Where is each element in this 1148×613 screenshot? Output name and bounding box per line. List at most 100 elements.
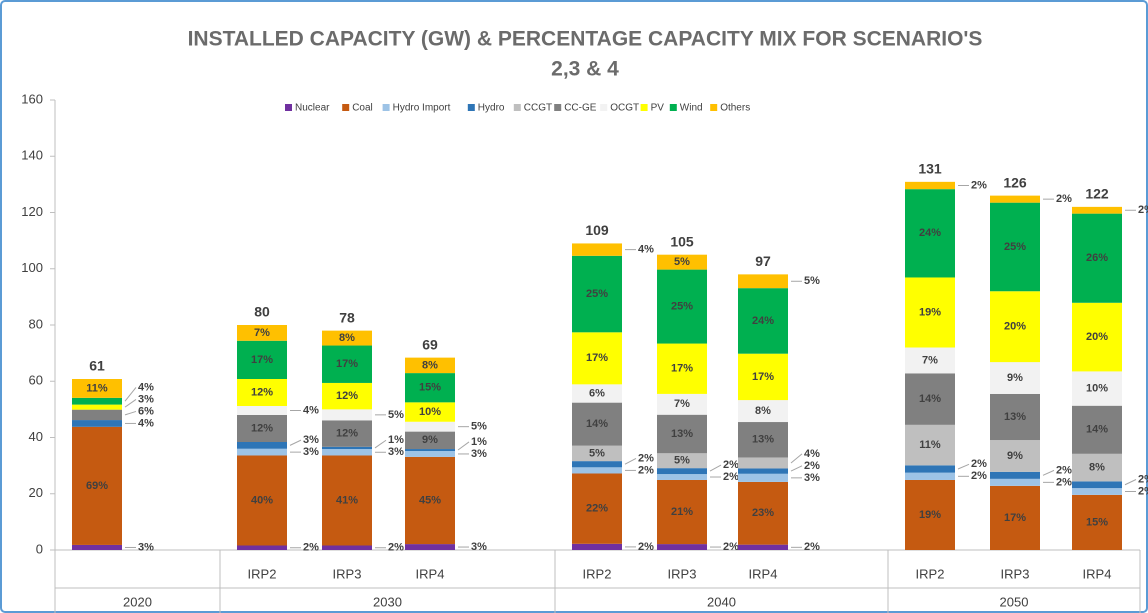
bar-segment [72, 409, 122, 421]
bar-segment [572, 445, 622, 462]
leader-line [124, 387, 137, 402]
value-label: 12% [251, 386, 273, 398]
bar-segment [405, 451, 455, 457]
bar-segment [322, 420, 372, 447]
value-label: 6% [589, 387, 605, 399]
legend-label: Hydro [478, 103, 505, 114]
bar-segment [738, 353, 788, 401]
legend-marker [710, 104, 718, 111]
legend-label: Hydro Import [393, 103, 451, 114]
bar-segment [657, 479, 707, 545]
value-label: 11% [86, 382, 108, 394]
value-label: 17% [251, 354, 273, 366]
bar-segment [237, 415, 287, 442]
value-label: 3% [804, 472, 820, 484]
value-label: 4% [138, 381, 154, 393]
value-label: 5% [804, 275, 820, 287]
total-label: 69 [422, 336, 438, 352]
bar-segment [990, 440, 1040, 472]
value-label: 4% [804, 448, 820, 460]
legend-label: CCGT [524, 103, 552, 114]
value-label: 11% [919, 439, 941, 451]
value-label: 7% [922, 354, 938, 366]
bar-segment [657, 393, 707, 415]
bar-segment [237, 325, 287, 341]
value-label: 2% [388, 542, 404, 554]
value-label: 12% [336, 390, 358, 402]
value-label: 2% [723, 459, 739, 471]
bar-segment [1072, 213, 1122, 303]
y-tick-label: 60 [29, 373, 43, 388]
bar-segment [405, 431, 455, 450]
value-label: 13% [752, 434, 774, 446]
total-label: 109 [585, 222, 609, 238]
value-label: 20% [1004, 321, 1026, 333]
y-tick-label: 120 [21, 204, 43, 219]
value-label: 2% [804, 541, 820, 553]
value-label: 9% [1007, 372, 1023, 384]
value-label: 12% [251, 422, 273, 434]
value-label: 2% [638, 452, 654, 464]
bar-segment [572, 243, 622, 256]
value-label: 24% [752, 315, 774, 327]
bar-segment [572, 384, 622, 403]
group-label: 2030 [373, 594, 402, 609]
value-label: 15% [1086, 516, 1108, 528]
bar-segment [322, 345, 372, 383]
bar-segment [738, 457, 788, 469]
legend-label: PV [651, 103, 665, 114]
bar-segment [738, 481, 788, 545]
x-tick-label: IRP3 [333, 566, 362, 581]
value-label: 8% [755, 405, 771, 417]
total-label: 131 [918, 161, 942, 177]
bar-segment [237, 455, 287, 546]
leader-line [289, 439, 302, 446]
legend-marker [382, 104, 390, 111]
bar-segment [905, 479, 955, 550]
legend-marker [600, 104, 608, 111]
bar-segment [905, 472, 955, 480]
value-label: 17% [752, 371, 774, 383]
bar-segment [738, 274, 788, 289]
value-label: 3% [138, 393, 154, 405]
leader-line [624, 457, 637, 465]
bar-segment [738, 400, 788, 423]
bar-segment [905, 277, 955, 348]
bar-segment [405, 449, 455, 451]
total-label: 80 [254, 304, 270, 320]
bar-segment [657, 474, 707, 480]
value-label: 10% [1086, 382, 1108, 394]
value-label: 4% [638, 244, 654, 256]
bar-segment [905, 181, 955, 190]
bar-segment [738, 468, 788, 474]
value-label: 9% [422, 434, 438, 446]
value-label: 40% [251, 494, 273, 506]
bar-segment [1072, 481, 1122, 489]
legend-marker [640, 104, 648, 111]
leader-line [1124, 479, 1137, 486]
bar-segment [905, 465, 955, 473]
value-label: 3% [471, 448, 487, 460]
bar-segment [72, 404, 122, 410]
value-label: 5% [674, 256, 690, 268]
bar-segment [72, 397, 122, 405]
bar-segment [405, 402, 455, 422]
bar-segment [322, 409, 372, 421]
value-label: 2% [723, 541, 739, 553]
x-tick-label: IRP4 [1083, 566, 1112, 581]
leader-line [957, 463, 970, 470]
bar-segment [72, 420, 122, 427]
bar-segment [72, 544, 122, 550]
y-tick-label: 0 [36, 541, 43, 556]
x-tick-label: IRP3 [1001, 566, 1030, 581]
y-tick-label: 40 [29, 429, 43, 444]
leader-line [374, 439, 387, 449]
value-label: 22% [586, 503, 608, 515]
value-label: 3% [388, 446, 404, 458]
value-label: 12% [336, 427, 358, 439]
bar-segment [1072, 453, 1122, 482]
bar-segment [657, 414, 707, 454]
total-label: 126 [1003, 174, 1027, 190]
legend-label: Coal [352, 103, 373, 114]
total-label: 61 [89, 358, 105, 374]
